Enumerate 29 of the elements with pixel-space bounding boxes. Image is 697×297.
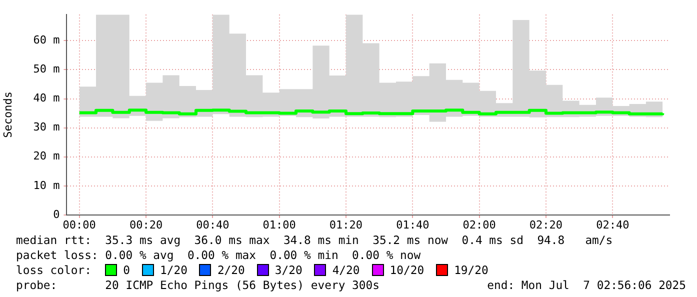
legend-label: 10/20 [390, 263, 424, 277]
legend-label: 2/20 [217, 263, 245, 277]
y-tick-label: 20 m [33, 150, 60, 163]
text: probe: 20 ICMP Echo Pings (56 Bytes) every 300s [16, 278, 380, 293]
legend-label: 4/20 [332, 263, 360, 277]
legend-title: loss color: [16, 263, 92, 277]
y-tick-label: 40 m [33, 92, 60, 105]
x-tick-label: 00:20 [129, 218, 163, 232]
x-tick-label: 01:00 [262, 218, 296, 232]
legend-label: 3/20 [274, 263, 302, 277]
legend-label: 1/20 [160, 263, 188, 277]
text: median rtt: 35.3 ms avg 36.0 ms max 34.8 ms min 35.2 ms now 0.4 ms sd 94.8 am/s [16, 233, 614, 248]
legend-label: 19/20 [454, 263, 488, 277]
x-tick-label: 01:40 [396, 218, 430, 232]
x-tick-label: 02:40 [596, 218, 630, 232]
y-axis-title: Seconds [1, 92, 14, 138]
text: packet loss: 0.00 % avg 0.00 % max 0.00 % min 0.00 % now [16, 248, 422, 263]
x-tick-label: 01:20 [329, 218, 363, 232]
y-tick-label: 0 [53, 208, 60, 221]
y-tick-label: 10 m [33, 178, 60, 192]
x-tick-label: 02:20 [529, 218, 563, 232]
y-tick-label: 50 m [33, 62, 60, 76]
text: end: Mon Jul 7 02:56:06 2025 [487, 278, 686, 293]
x-tick-label: 00:00 [62, 218, 96, 232]
legend-label: 0 [123, 263, 130, 277]
y-tick-label: 60 m [33, 34, 60, 47]
x-tick-label: 02:00 [462, 218, 496, 232]
x-tick-label: 00:40 [196, 218, 230, 232]
y-tick-label: 30 m [33, 120, 60, 134]
